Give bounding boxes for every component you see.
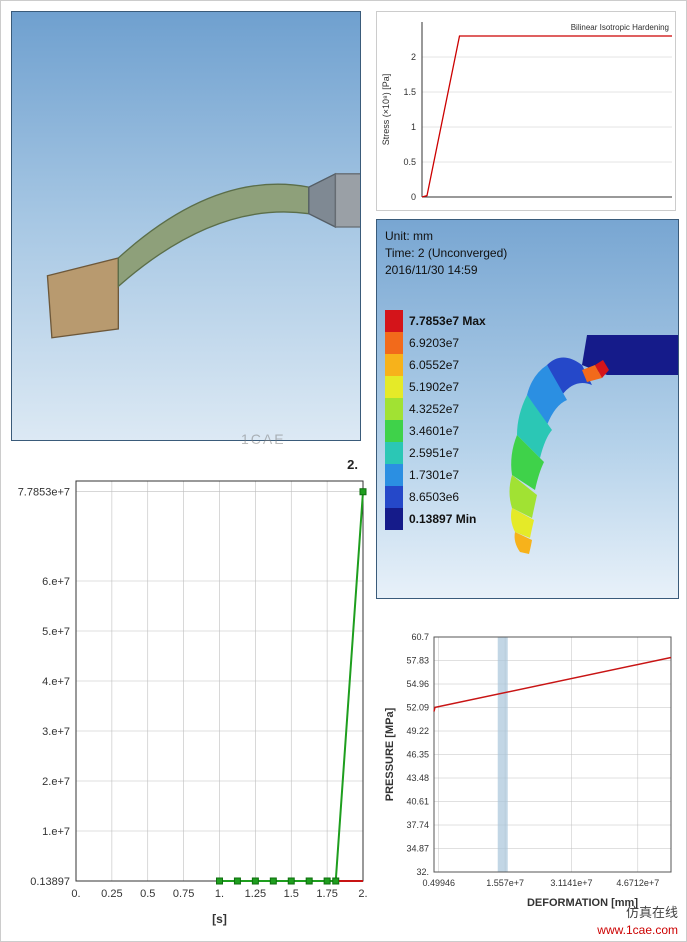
ansys-result-viewport: Unit: mm Time: 2 (Unconverged) 2016/11/3… — [376, 219, 679, 599]
svg-text:4.e+7: 4.e+7 — [42, 676, 70, 688]
svg-text:43.48: 43.48 — [406, 773, 429, 783]
svg-text:1.5: 1.5 — [403, 87, 416, 97]
svg-text:0.: 0. — [71, 888, 80, 900]
svg-text:1.557e+7: 1.557e+7 — [486, 878, 524, 888]
pressure-svg: 32. 34.87 37.74 40.61 43.48 46.35 49.22 52.09 54… — [379, 627, 677, 927]
svg-text:34.87: 34.87 — [406, 844, 429, 854]
svg-text:57.83: 57.83 — [406, 656, 429, 666]
time-series-svg: 2. 0.13897 1.e+7 2.e+7 3.e+7 4.e+7 5.e+7 6.e+7 7… — [11, 451, 373, 931]
svg-text:1.e+7: 1.e+7 — [42, 826, 70, 838]
svg-text:0: 0 — [411, 192, 416, 202]
svg-text:54.96: 54.96 — [406, 679, 429, 689]
svg-text:1.5: 1.5 — [284, 888, 299, 900]
time-series-chart: 2. 0.13897 1.e+7 2.e+7 3.e+7 4.e+7 5.e+7 6.e+7 7… — [11, 451, 373, 931]
svg-text:0.13897: 0.13897 — [30, 876, 70, 888]
svg-text:49.22: 49.22 — [406, 726, 429, 736]
pressure-chart: 32. 34.87 37.74 40.61 43.48 46.35 49.22 52.09 54… — [379, 627, 677, 927]
svg-text:5.e+7: 5.e+7 — [42, 626, 70, 638]
contour-svg — [377, 220, 679, 599]
svg-text:0.5: 0.5 — [403, 157, 416, 167]
watermark-url: www.1cae.com — [597, 923, 678, 937]
cad-viewport — [11, 11, 361, 441]
watermark-center: 1CAE — [241, 431, 286, 447]
svg-text:DEFORMATION [mm]: DEFORMATION [mm] — [527, 897, 638, 909]
svg-text:2.: 2. — [347, 457, 358, 472]
svg-text:1.: 1. — [215, 888, 224, 900]
watermark-brand: 仿真在线 — [626, 902, 678, 921]
svg-text:2.e+7: 2.e+7 — [42, 776, 70, 788]
svg-text:2.: 2. — [358, 888, 367, 900]
stress-strain-chart: 0 0.5 1 1.5 2 Bilinear Isotropic Hardening Str… — [376, 11, 676, 211]
svg-text:6.e+7: 6.e+7 — [42, 576, 70, 588]
svg-text:52.09: 52.09 — [406, 703, 429, 713]
svg-text:1.75: 1.75 — [316, 888, 337, 900]
svg-text:0.5: 0.5 — [140, 888, 155, 900]
stress-chart-svg: 0 0.5 1 1.5 2 Bilinear Isotropic Hardening Str… — [377, 12, 676, 211]
svg-text:7.7853e+7: 7.7853e+7 — [18, 487, 70, 499]
svg-text:3.e+7: 3.e+7 — [42, 726, 70, 738]
svg-text:60.7: 60.7 — [411, 632, 429, 642]
svg-text:4.6712e+7: 4.6712e+7 — [616, 878, 659, 888]
svg-text:46.35: 46.35 — [406, 750, 429, 760]
svg-text:0.75: 0.75 — [173, 888, 194, 900]
svg-text:Stress (×10⁸) [Pa]: Stress (×10⁸) [Pa] — [381, 74, 391, 146]
svg-text:2: 2 — [411, 52, 416, 62]
svg-text:0.49946: 0.49946 — [422, 878, 455, 888]
svg-text:1: 1 — [411, 122, 416, 132]
svg-text:32.: 32. — [416, 867, 429, 877]
svg-text:[s]: [s] — [212, 912, 227, 926]
svg-text:PRESSURE [MPa]: PRESSURE [MPa] — [384, 707, 396, 801]
svg-text:Bilinear Isotropic Hardening: Bilinear Isotropic Hardening — [571, 23, 669, 32]
cad-svg — [12, 12, 361, 441]
svg-text:37.74: 37.74 — [406, 820, 429, 830]
svg-text:40.61: 40.61 — [406, 797, 429, 807]
svg-text:0.25: 0.25 — [101, 888, 122, 900]
svg-text:3.1141e+7: 3.1141e+7 — [550, 878, 592, 888]
svg-text:1.25: 1.25 — [245, 888, 266, 900]
